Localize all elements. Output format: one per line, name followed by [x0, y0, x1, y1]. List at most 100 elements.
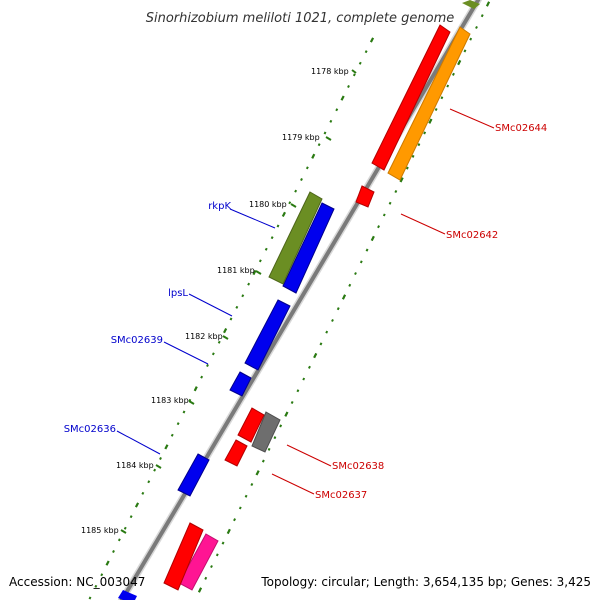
ring-dot	[319, 342, 323, 346]
tick-label-1178: 1178 kbp	[311, 67, 349, 76]
ring-dot	[300, 177, 303, 182]
ring-dot	[313, 352, 318, 359]
ring-dot	[325, 330, 329, 334]
ring-dot	[276, 224, 280, 228]
gene-feature-smc02639[interactable]	[229, 371, 252, 397]
ring-dot	[377, 225, 380, 229]
ring-dot	[440, 96, 444, 100]
gene-feature-smc02642[interactable]	[355, 185, 375, 208]
ring-dot	[197, 587, 203, 593]
leader-line-smc02638	[286, 444, 332, 467]
ring-dot	[153, 468, 157, 472]
tick-1184	[155, 464, 162, 469]
gene-feature-blue-1[interactable]	[282, 202, 335, 294]
gene-label-rkpk[interactable]: rkpK	[208, 201, 231, 212]
reverse-strand-features	[118, 191, 323, 600]
ring-dot	[273, 436, 277, 440]
ring-dot	[354, 272, 357, 276]
ring-dot	[463, 49, 467, 53]
gene-label-lpsl[interactable]: lpsL	[168, 288, 188, 299]
ring-dot	[428, 118, 433, 124]
ring-dot	[170, 433, 174, 437]
ring-dot	[147, 480, 151, 484]
ring-dot	[423, 131, 427, 135]
ring-dot	[252, 269, 257, 276]
gene-feature-smc02638[interactable]	[237, 407, 265, 443]
ring-dot	[267, 447, 271, 451]
ring-dot	[281, 211, 286, 218]
ring-dot	[129, 515, 133, 519]
ring-dot	[364, 50, 368, 54]
tick-label-1182: 1182 kbp	[185, 332, 223, 341]
gene-label-smc02644[interactable]: SMc02644	[495, 123, 547, 134]
accession-text: Accession: NC_003047	[9, 575, 145, 589]
ring-dot	[290, 400, 294, 405]
tick-label-1179: 1179 kbp	[282, 133, 320, 142]
ring-dot	[270, 236, 274, 240]
gene-feature-red-bottom[interactable]	[163, 522, 204, 591]
leader-line-smc02644	[449, 108, 495, 129]
ring-dot	[308, 365, 311, 369]
ring-dot	[134, 502, 140, 508]
ring-dot	[182, 410, 186, 414]
genome-backbone	[117, 0, 483, 600]
ring-dot	[112, 549, 115, 554]
ring-dot	[94, 584, 98, 588]
ring-dot	[329, 119, 333, 123]
gene-label-smc02639[interactable]: SMc02639	[111, 335, 163, 346]
ring-dot	[475, 25, 478, 29]
ring-dot	[258, 259, 262, 263]
ring-dot	[284, 411, 289, 417]
left-gene-labels: rkpK lpsL SMc02639 SMc02636	[64, 201, 276, 455]
leader-line-lpsl	[188, 293, 233, 317]
ring-dot	[238, 506, 242, 510]
ring-dot	[159, 456, 162, 461]
ring-dot	[223, 327, 228, 334]
gene-feature-smc02637[interactable]	[224, 439, 248, 467]
tick-1182	[222, 335, 229, 340]
ring-dot	[365, 248, 369, 252]
gene-feature-blue-2[interactable]	[244, 299, 291, 371]
right-gene-labels: SMc02644 SMc02642 SMc02638 SMc02637	[271, 108, 547, 501]
ring-dot	[296, 389, 300, 393]
gene-label-smc02636[interactable]: SMc02636	[64, 424, 116, 435]
gene-feature-blue-bottom[interactable]	[118, 590, 137, 600]
gene-feature-gray[interactable]	[251, 411, 281, 453]
tick-label-1180: 1180 kbp	[249, 200, 287, 209]
ring-dot	[457, 59, 462, 66]
ring-dot	[100, 573, 104, 577]
map-title: Sinorhizobium meliloti 1021, complete ge…	[146, 11, 455, 26]
ring-dot	[370, 235, 375, 242]
gene-feature-orange[interactable]	[387, 26, 471, 181]
ring-dot	[294, 189, 298, 193]
gene-label-smc02642[interactable]: SMc02642	[446, 230, 498, 241]
ring-dot	[382, 213, 386, 217]
ring-dot	[250, 482, 254, 487]
ring-dot	[164, 444, 169, 450]
tick-label-1181: 1181 kbp	[217, 266, 255, 275]
tick-1178	[351, 69, 357, 74]
ring-dot	[215, 553, 219, 557]
ring-dot	[352, 73, 356, 77]
ring-dot	[480, 14, 484, 18]
gene-feature-smc02644[interactable]	[371, 24, 451, 171]
ring-dot	[229, 317, 233, 321]
ring-dot	[200, 375, 204, 379]
ring-dot	[261, 459, 265, 463]
gene-feature-olive-top[interactable]	[462, 0, 480, 9]
tick-1180	[290, 203, 297, 208]
leader-line-smc02637	[271, 473, 315, 495]
leader-line-smc02642	[400, 213, 446, 235]
ring-dot	[358, 61, 362, 65]
ring-dot	[244, 494, 248, 498]
tick-label-1184: 1184 kbp	[116, 461, 154, 470]
gene-feature-rkpk[interactable]	[268, 191, 323, 285]
gene-feature-smc02636[interactable]	[177, 453, 210, 497]
ring-dot	[347, 84, 350, 89]
gene-label-smc02638[interactable]: SMc02638	[332, 461, 384, 472]
gene-label-smc02637[interactable]: SMc02637	[315, 490, 367, 501]
ring-dot	[226, 528, 231, 535]
ring-dot	[323, 131, 327, 135]
ring-dot	[452, 72, 455, 76]
